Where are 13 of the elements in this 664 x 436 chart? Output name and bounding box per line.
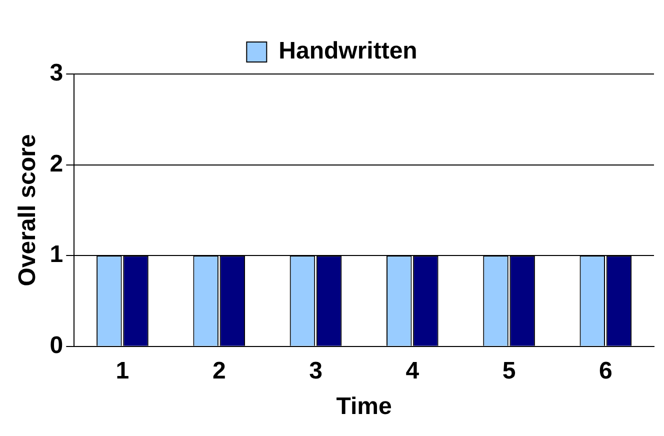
y-tick-label: 2 — [50, 150, 64, 178]
x-axis-title: Time — [336, 393, 392, 420]
y-tick-label: 0 — [50, 332, 64, 360]
y-axis-title: Overall score — [14, 134, 42, 286]
x-tick-label: 3 — [309, 357, 322, 384]
x-tick-label: 4 — [406, 357, 420, 384]
x-tick-label: 6 — [599, 357, 612, 384]
legend-label: Handwritten — [278, 38, 418, 65]
y-tick-label: 3 — [50, 60, 64, 87]
y-tick-label: 1 — [50, 241, 64, 268]
x-tick-label: 2 — [212, 357, 226, 384]
x-tick-label: 5 — [502, 357, 516, 384]
x-tick-label: 1 — [116, 357, 130, 384]
